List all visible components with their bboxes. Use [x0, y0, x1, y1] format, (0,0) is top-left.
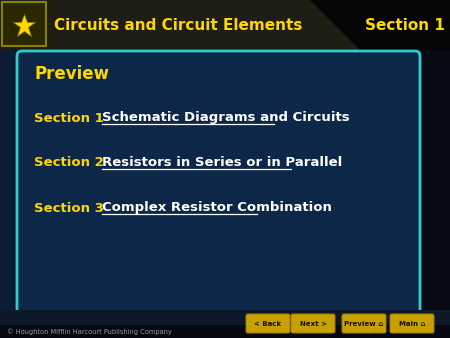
FancyBboxPatch shape	[0, 0, 450, 50]
Text: Section 2: Section 2	[34, 156, 104, 169]
FancyBboxPatch shape	[390, 314, 434, 333]
FancyBboxPatch shape	[17, 51, 420, 314]
Text: Circuits and Circuit Elements: Circuits and Circuit Elements	[54, 19, 302, 33]
Text: Preview ⌂: Preview ⌂	[344, 320, 383, 327]
Text: < Back: < Back	[254, 320, 282, 327]
FancyBboxPatch shape	[0, 325, 450, 338]
Text: © Houghton Mifflin Harcourt Publishing Company: © Houghton Mifflin Harcourt Publishing C…	[7, 328, 172, 335]
Text: Section 1: Section 1	[34, 112, 104, 124]
FancyBboxPatch shape	[342, 314, 386, 333]
FancyBboxPatch shape	[418, 50, 450, 310]
FancyBboxPatch shape	[0, 50, 450, 338]
Polygon shape	[310, 0, 450, 50]
Text: Main ⌂: Main ⌂	[399, 320, 425, 327]
FancyBboxPatch shape	[2, 2, 46, 46]
FancyBboxPatch shape	[291, 314, 335, 333]
Text: Preview: Preview	[34, 65, 109, 83]
FancyBboxPatch shape	[0, 310, 450, 338]
Text: Complex Resistor Combination: Complex Resistor Combination	[102, 201, 332, 215]
Text: Next >: Next >	[300, 320, 327, 327]
FancyBboxPatch shape	[246, 314, 290, 333]
Text: Schematic Diagrams and Circuits: Schematic Diagrams and Circuits	[102, 112, 350, 124]
Text: Section 3: Section 3	[34, 201, 104, 215]
Text: Section 1: Section 1	[365, 19, 445, 33]
Text: Resistors in Series or in Parallel: Resistors in Series or in Parallel	[102, 156, 342, 169]
